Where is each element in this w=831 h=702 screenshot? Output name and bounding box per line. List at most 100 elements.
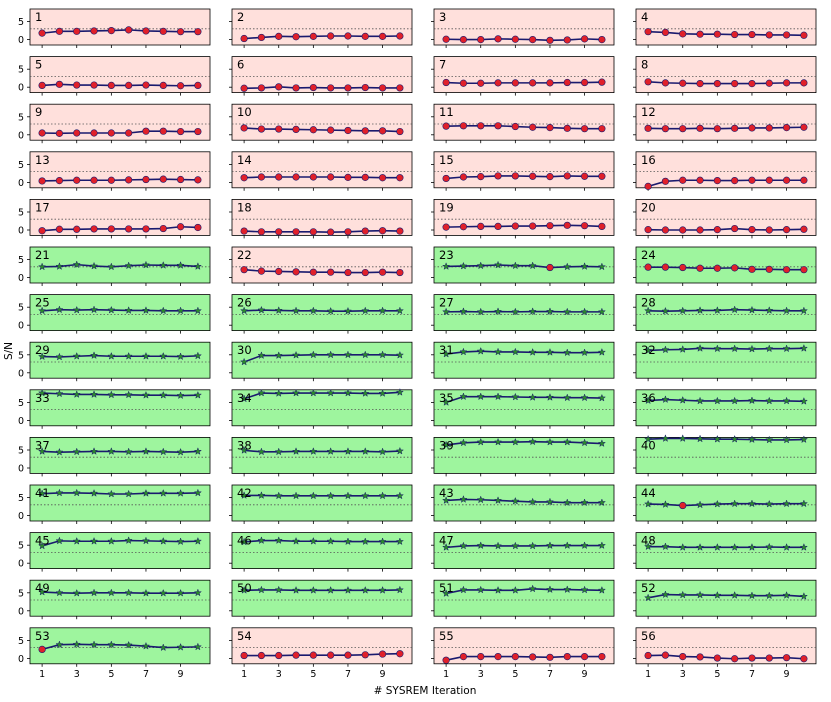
data-point [343, 447, 353, 455]
data-point [107, 489, 116, 498]
data-point [546, 36, 554, 44]
series-line [648, 398, 804, 403]
data-point [799, 435, 808, 444]
series-line [648, 30, 804, 37]
data-point [799, 306, 808, 315]
data-point [580, 348, 589, 357]
data-point [799, 543, 808, 551]
series-line [42, 29, 198, 34]
data-point [107, 390, 116, 399]
data-point [644, 182, 652, 190]
panel-background [231, 341, 413, 379]
data-point [748, 654, 756, 662]
data-point [193, 642, 202, 651]
series-line [446, 81, 602, 85]
data-point [361, 491, 370, 500]
data-point [661, 125, 670, 133]
data-point [395, 585, 404, 594]
panel-21: 0 5 21 [18, 246, 211, 286]
data-point [107, 640, 116, 649]
data-point [257, 351, 266, 360]
data-point [193, 351, 202, 360]
data-point [563, 585, 572, 594]
data-point [782, 79, 791, 87]
data-point [396, 650, 404, 658]
data-point [442, 440, 451, 449]
data-point [695, 500, 705, 509]
data-point [644, 499, 653, 508]
data-point [765, 654, 773, 662]
data-point [661, 226, 670, 234]
y-tick-label: 0 [18, 416, 24, 427]
y-tick-label: 5 [18, 398, 24, 409]
data-point [580, 222, 589, 230]
data-point [679, 176, 687, 184]
data-point [713, 396, 722, 405]
data-point [748, 124, 756, 132]
data-point [395, 388, 404, 396]
data-point [309, 228, 317, 236]
data-point [782, 306, 791, 315]
data-point [275, 125, 283, 133]
panel-4: 4 [633, 8, 817, 48]
data-point [696, 226, 704, 234]
x-tick-label: 7 [547, 669, 553, 680]
data-point [176, 261, 185, 269]
series-line [648, 502, 804, 507]
data-point [89, 390, 99, 398]
data-point [55, 488, 64, 497]
data-point [563, 437, 572, 446]
data-point [194, 81, 202, 89]
data-point [194, 176, 202, 184]
panel-33: 0 5 33 [18, 388, 211, 429]
panel-label: 21 [35, 248, 50, 262]
data-point [141, 351, 151, 360]
panel-background [231, 103, 413, 141]
data-point [38, 227, 46, 235]
data-point [159, 175, 167, 183]
series-line [446, 440, 602, 446]
data-point [765, 344, 774, 353]
panel-7: 7 [431, 56, 615, 96]
data-point [274, 447, 283, 456]
panel-background [231, 246, 413, 284]
y-tick-label: 0 [18, 35, 24, 46]
panel-1: 0 5 1 [18, 8, 211, 48]
data-point [442, 496, 451, 504]
data-point [291, 388, 301, 397]
y-tick-label: 5 [18, 160, 24, 171]
panel-32: 32 [633, 341, 817, 382]
data-point [730, 305, 739, 314]
y-tick-label: 0 [18, 654, 24, 665]
data-point [55, 27, 64, 35]
data-point [782, 543, 791, 551]
y-tick-label: 0 [18, 559, 24, 570]
series-line [42, 83, 198, 87]
data-point [309, 173, 317, 181]
data-point [107, 129, 115, 137]
data-point [309, 388, 318, 397]
panel-label: 29 [35, 343, 50, 357]
data-point [361, 306, 370, 315]
data-point [597, 498, 606, 507]
data-point [442, 78, 450, 87]
data-point [89, 447, 99, 455]
data-point [731, 264, 739, 272]
series-line [42, 392, 198, 397]
panel-label: 4 [641, 10, 648, 24]
panel-background [635, 532, 817, 569]
data-point [765, 542, 774, 551]
data-point [580, 78, 589, 87]
x-tick-label: 7 [749, 669, 755, 680]
data-point [193, 536, 202, 545]
data-point [309, 447, 318, 455]
data-point [361, 389, 370, 397]
data-point [343, 388, 353, 397]
panel-background [231, 294, 413, 332]
data-point [275, 83, 283, 91]
data-point [141, 306, 151, 314]
data-point [661, 28, 670, 37]
panel-label: 11 [439, 105, 454, 119]
panel-label: 53 [35, 629, 50, 643]
